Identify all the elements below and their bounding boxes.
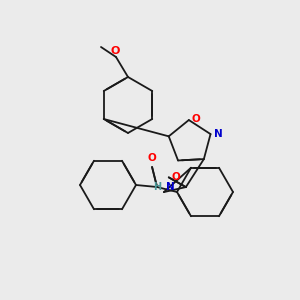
Text: O: O [192,114,201,124]
Text: O: O [172,172,181,182]
Text: O: O [148,153,156,163]
Text: N: N [166,182,175,192]
Text: H: H [153,182,161,192]
Text: O: O [110,46,120,56]
Text: N: N [214,129,222,139]
